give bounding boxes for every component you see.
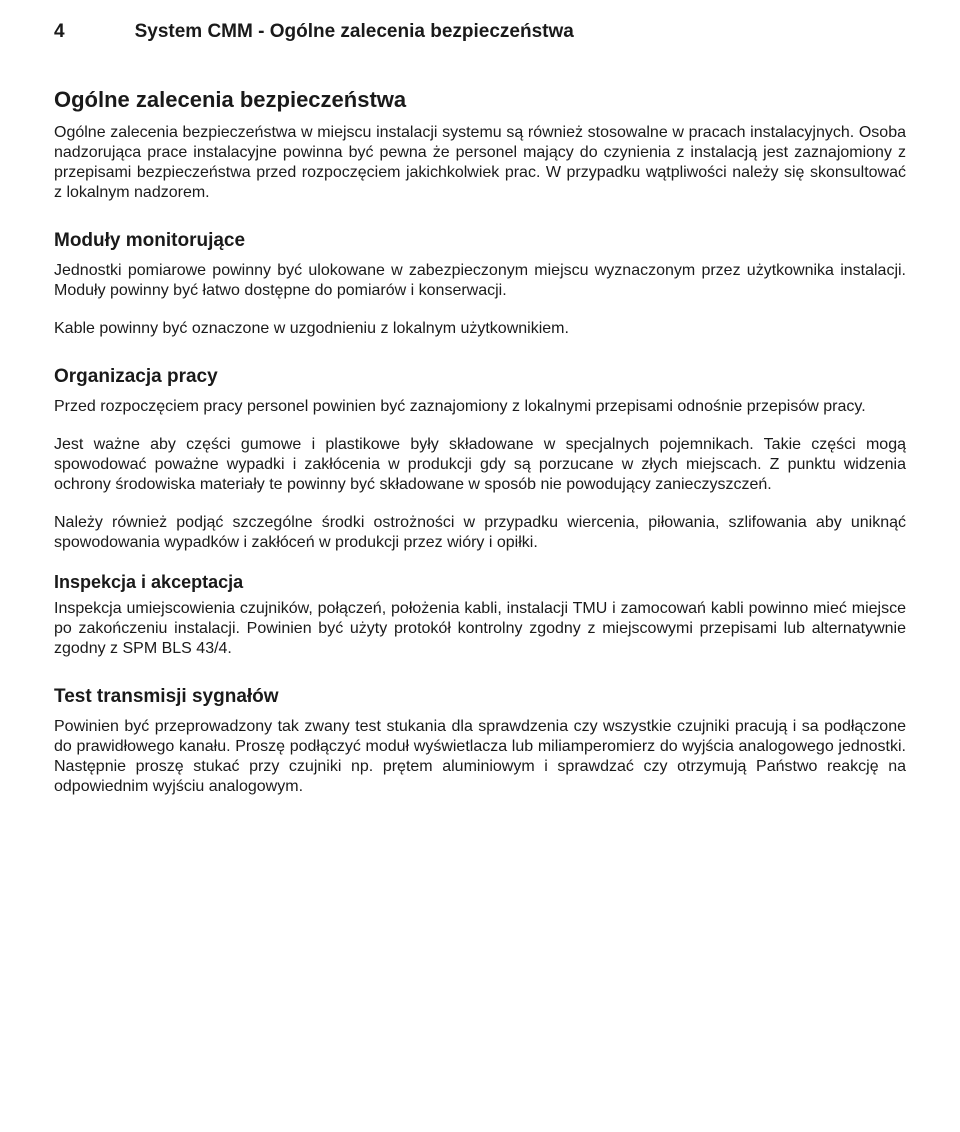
inspection-paragraph: Inspekcja umiejscowienia czujników, połą… <box>54 599 906 659</box>
org-paragraph-3: Należy również podjąć szczególne środki … <box>54 513 906 553</box>
page-number: 4 <box>54 20 65 44</box>
modules-paragraph-1: Jednostki pomiarowe powinny być ulokowan… <box>54 261 906 301</box>
org-paragraph-2: Jest ważne aby części gumowe i plastikow… <box>54 435 906 495</box>
header-title: System CMM - Ogólne zalecenia bezpieczeń… <box>135 20 574 44</box>
org-heading: Organizacja pracy <box>54 365 906 389</box>
modules-paragraph-2: Kable powinny być oznaczone w uzgodnieni… <box>54 319 906 339</box>
main-paragraph: Ogólne zalecenia bezpieczeństwa w miejsc… <box>54 123 906 203</box>
main-heading: Ogólne zalecenia bezpieczeństwa <box>54 86 906 114</box>
test-heading: Test transmisji sygnałów <box>54 685 906 709</box>
org-paragraph-1: Przed rozpoczęciem pracy personel powini… <box>54 397 906 417</box>
test-paragraph: Powinien być przeprowadzony tak zwany te… <box>54 717 906 797</box>
modules-heading: Moduły monitorujące <box>54 229 906 253</box>
inspection-heading: Inspekcja i akceptacja <box>54 571 906 594</box>
page-header: 4 System CMM - Ogólne zalecenia bezpiecz… <box>54 20 906 44</box>
